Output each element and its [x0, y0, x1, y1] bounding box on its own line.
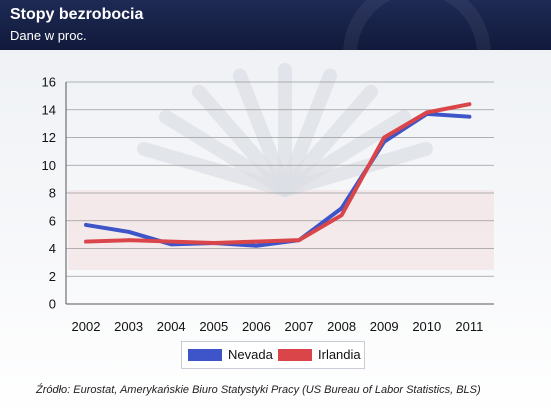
y-tick-label: 2 [49, 269, 56, 284]
y-tick-label: 10 [42, 158, 56, 173]
legend-label-nevada: Nevada [228, 347, 273, 362]
x-tick-label: 2004 [157, 319, 186, 334]
x-tick-label: 2008 [327, 319, 356, 334]
chart-header: Stopy bezrobocia Dane w proc. [0, 0, 551, 128]
series-line-nevada [84, 111, 472, 248]
background-ray [278, 141, 433, 197]
x-tick-label: 2011 [455, 319, 483, 334]
source-note: Źródło: Eurostat, Amerykańskie Biuro Sta… [36, 384, 481, 396]
legend: Nevada Irlandia [181, 341, 365, 369]
y-tick-label: 6 [49, 213, 56, 228]
legend-swatch-irlandia [278, 348, 312, 361]
background-ray [232, 68, 292, 197]
x-tick-label: 2007 [285, 319, 314, 334]
y-tick-label: 12 [42, 130, 56, 145]
legend-item-irlandia: Irlandia [278, 347, 361, 362]
chart-title: Stopy bezrobocia [10, 6, 144, 23]
series-line-irlandia [84, 102, 472, 245]
y-tick-label: 8 [49, 186, 56, 201]
legend-item-nevada: Nevada [188, 347, 273, 362]
y-tick-label: 4 [49, 241, 56, 256]
x-tick-label: 2009 [370, 319, 399, 334]
chart-subtitle: Dane w proc. [10, 28, 87, 43]
legend-swatch-nevada [188, 348, 222, 361]
x-tick-labels: 2002 2003 2004 2005 2006 2007 2008 2009 2010 2011 [72, 319, 484, 334]
y-tick-label: 14 [42, 102, 56, 117]
background-ray [191, 84, 292, 197]
x-tick-label: 2010 [412, 319, 441, 334]
x-tick-label: 2002 [72, 319, 101, 334]
legend-label-irlandia: Irlandia [318, 347, 361, 362]
y-tick-labels: 0 2 4 6 8 10 12 14 16 [42, 75, 56, 312]
x-tick-label: 2005 [199, 319, 228, 334]
x-tick-label: 2006 [242, 319, 271, 334]
background-band [68, 190, 494, 270]
x-tick-label: 2003 [114, 319, 143, 334]
y-tick-label: 16 [42, 75, 56, 90]
y-tick-label: 0 [49, 297, 56, 312]
axes [65, 82, 494, 305]
series-lines [84, 102, 472, 248]
nevada-sign-background [68, 63, 494, 270]
